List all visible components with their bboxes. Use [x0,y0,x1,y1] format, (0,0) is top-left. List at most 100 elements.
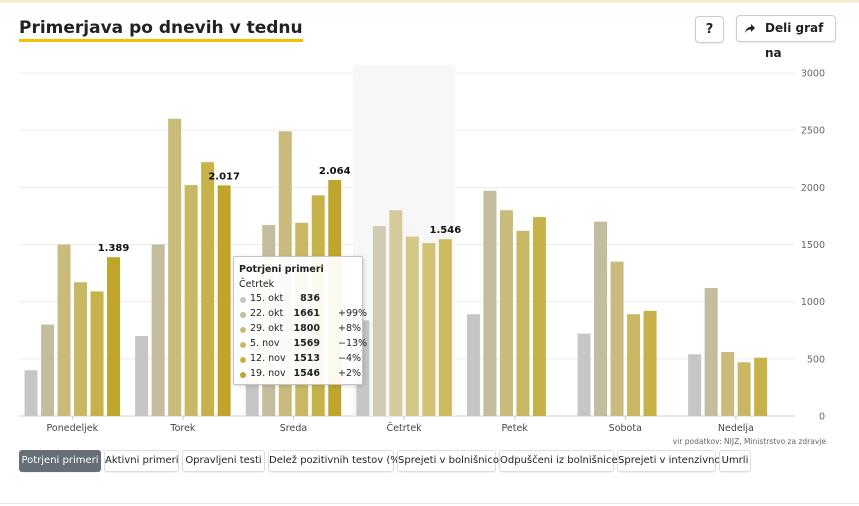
data-source: vir podatkov: NIJZ, Ministrstvo za zdrav… [672,437,826,446]
tooltip-row: 12. nov 1513 −4% [234,353,362,367]
bottom-divider [0,503,859,504]
share-button-label: Deli graf na [765,21,824,60]
bar [184,185,198,416]
series-dot-icon [240,342,246,348]
bar [389,210,403,416]
bar [499,210,513,416]
series-dot-icon [240,357,246,363]
x-category-label: Četrtek [387,422,423,434]
x-category-label: Ponedeljek [47,423,99,434]
tooltip-value: 1513 [293,353,320,364]
bar [721,351,735,416]
tooltip-change: −13% [338,338,368,349]
bar [466,314,480,416]
share-button[interactable]: Deli graf na [736,15,836,60]
tab-3[interactable]: Delež pozitivnih testov (%) [268,450,404,472]
tab-5[interactable]: Odpuščeni iz bolnišnice [499,450,618,472]
bar [74,282,88,416]
tooltip-row: 29. okt 1800 +8% [234,323,362,337]
bar [372,226,386,416]
tooltip-value: 1546 [293,368,320,379]
tooltip-value: 1800 [293,323,320,334]
data-label: 2.017 [208,171,240,182]
tab-2[interactable]: Opravljeni testi [182,450,265,472]
chart-tooltip: Potrjeni primeri Četrtek 15. okt 836 22. o… [233,256,367,385]
bar [737,362,751,416]
bar [627,314,641,416]
bar [610,261,624,416]
bar [151,244,165,416]
bar [90,291,104,416]
tooltip-date: 12. nov [250,353,286,364]
y-tick-label: 2000 [801,183,825,194]
tooltip-change: +2% [338,368,362,379]
tooltip-title: Potrjeni primeri [239,264,324,275]
bar [41,324,55,416]
tab-4[interactable]: Sprejeti v bolnišnico [397,450,499,472]
bar [405,236,419,416]
bar [594,221,608,416]
tab-6[interactable]: Sprejeti v intenzivno [617,450,721,472]
help-button[interactable]: ? [695,16,724,43]
bar [532,217,546,416]
y-tick-label: 0 [819,412,825,423]
tooltip-row: 19. nov 1546 +2% [234,368,362,382]
tooltip-date: 29. okt [250,323,284,334]
tooltip-value: 836 [300,293,320,304]
tooltip-change: +8% [338,323,362,334]
tooltip-row: 5. nov 1569 −13% [234,338,367,352]
hover-highlight-band [352,65,456,416]
bar [577,333,591,416]
tab-1[interactable]: Aktivni primeri [104,450,179,472]
tooltip-change: +99% [338,308,368,319]
tooltip-value: 1661 [293,308,320,319]
bar-chart: 0 500 1000 1500 2000 2500 3000 1.389 Ponedeljek 2… [19,65,825,434]
x-category-label: Sreda [280,423,307,434]
x-category-label: Petek [502,423,529,434]
y-tick-label: 1500 [801,240,825,251]
bar [438,239,452,416]
tooltip-row: 22. okt 1661 +99% [234,308,367,322]
tooltip-subtitle: Četrtek [239,279,275,290]
series-dot-icon [240,372,246,378]
bar [688,354,702,416]
tooltip-date: 15. okt [250,293,284,304]
tooltip-value: 1569 [293,338,320,349]
tooltip-date: 19. nov [250,368,286,379]
tab-7[interactable]: Umrli [719,450,751,472]
y-tick-label: 1000 [801,297,825,308]
top-strip [0,0,859,3]
bar [245,378,259,416]
bar [483,190,497,416]
tooltip-row: 15. okt 836 [234,293,362,307]
data-label: 1.546 [430,225,462,236]
bar [107,257,121,416]
series-dot-icon [240,312,246,318]
x-category-label: Torek [169,423,196,434]
tooltip-date: 22. okt [250,308,284,319]
tooltip-change: −4% [338,353,362,364]
series-dot-icon [240,327,246,333]
bar [168,118,182,416]
y-tick-label: 2500 [801,126,825,137]
series-dot-icon [240,297,246,303]
bar [201,162,215,416]
bar [422,243,436,416]
bar [217,185,231,416]
x-category-label: Sobota [609,423,642,434]
share-arrow-icon [745,24,755,33]
data-label: 2.064 [319,166,351,177]
bar [516,230,530,416]
chart-title: Primerjava po dnevih v tednu [19,18,303,42]
x-category-label: Nedelja [718,423,754,434]
bar [704,287,718,416]
y-tick-label: 500 [807,354,825,365]
bar [135,335,149,416]
bar [24,370,38,416]
data-label: 1.389 [98,243,130,254]
tooltip-date: 5. nov [250,338,280,349]
bar [643,310,657,416]
tab-0[interactable]: Potrjeni primeri [19,450,101,472]
y-tick-label: 3000 [801,69,825,80]
bar [754,357,768,416]
